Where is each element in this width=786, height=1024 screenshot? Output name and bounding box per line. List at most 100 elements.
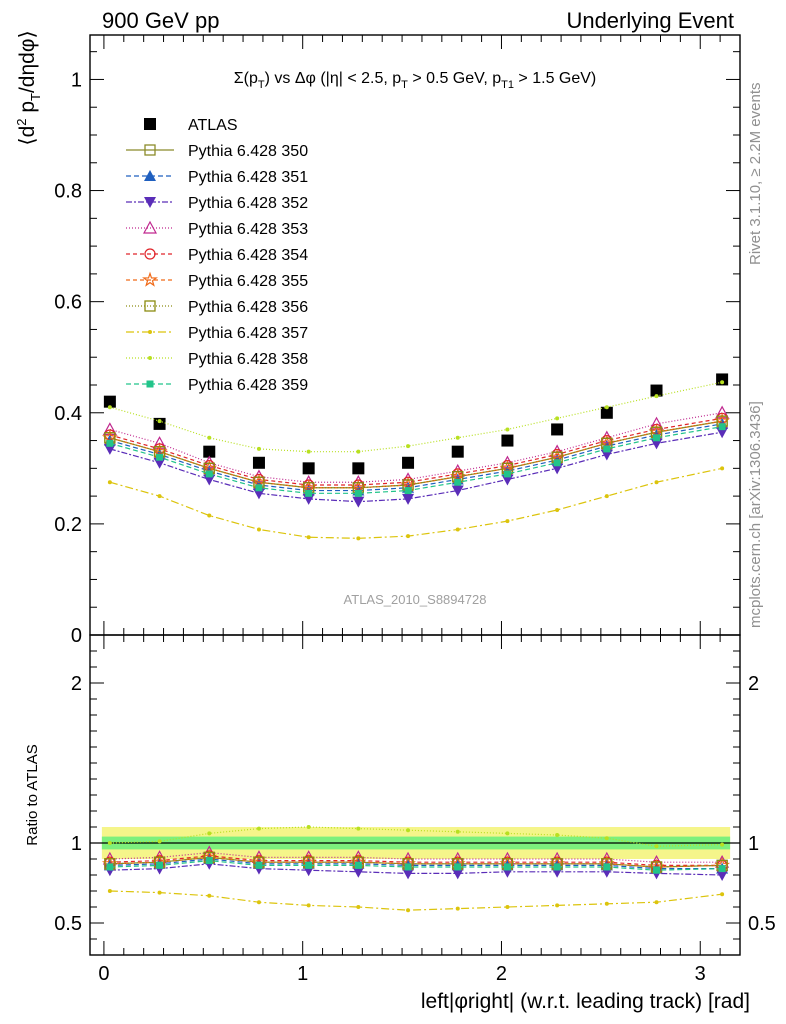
data-point-357 — [505, 519, 510, 524]
legend-entry-ATLAS: ATLAS — [144, 117, 238, 134]
ratio-line-357 — [109, 890, 723, 911]
data-point-359 — [553, 459, 561, 467]
legend-label-350: Pythia 6.428 350 — [188, 143, 308, 160]
data-point-357 — [654, 480, 659, 485]
ratio-point-357 — [654, 900, 659, 905]
data-point-ATLAS — [352, 462, 365, 475]
data-point-352 — [402, 493, 415, 505]
legend-marker-ATLAS — [144, 118, 156, 130]
data-point-359 — [503, 470, 511, 478]
data-point-357 — [306, 535, 311, 540]
series-359 — [106, 423, 726, 497]
data-point-ATLAS — [650, 384, 663, 397]
ratio-point-357 — [256, 900, 261, 905]
legend: ATLAS Pythia 6.428 350 Pythia 6.428 351 Pyt… — [126, 117, 308, 394]
legend-entry-355: Pythia 6.428 355 — [126, 271, 308, 290]
ratio-point-357 — [505, 905, 510, 909]
legend-label-351: Pythia 6.428 351 — [188, 169, 308, 186]
ratio-plot-frame — [89, 634, 741, 956]
data-point-357 — [107, 480, 112, 485]
ratio-point-358 — [505, 831, 510, 836]
data-point-357 — [455, 527, 460, 532]
legend-label-353: Pythia 6.428 353 — [188, 221, 308, 238]
ratio-point-358 — [455, 829, 460, 834]
x-tick-label: 2 — [496, 963, 507, 985]
data-point-ATLAS — [600, 406, 613, 419]
legend-entry-356: Pythia 6.428 356 — [126, 299, 308, 316]
ratio-point-359 — [718, 865, 726, 873]
ratio-point-358 — [654, 844, 659, 849]
data-point-358 — [654, 394, 659, 399]
data-point-359 — [404, 487, 412, 495]
data-point-359 — [354, 489, 362, 497]
data-point-359 — [255, 484, 263, 492]
data-point-358 — [604, 405, 609, 410]
ratio-point-352 — [451, 868, 464, 880]
data-point-ATLAS — [203, 445, 216, 458]
main-y-tick-label: 0 — [71, 625, 82, 647]
legend-entry-353: Pythia 6.428 353 — [126, 220, 308, 238]
header-right: Underlying Event — [566, 8, 734, 33]
ratio-point-357 — [406, 908, 411, 913]
legend-marker-358 — [148, 356, 152, 360]
series-357 — [107, 466, 725, 541]
legend-entry-358: Pythia 6.428 358 — [126, 351, 308, 368]
rivet-label: Rivet 3.1.10, ≥ 2.2M events — [747, 83, 764, 266]
ratio-point-358 — [157, 839, 162, 844]
data-point-ATLAS — [302, 462, 315, 475]
main-y-tick-label: 0.4 — [54, 403, 82, 425]
x-axis-label: left|φright| (w.r.t. leading track) [rad… — [421, 990, 750, 1013]
data-point-359 — [106, 439, 114, 447]
data-point-357 — [720, 466, 725, 471]
ratio-point-357 — [157, 890, 162, 895]
data-point-358 — [306, 449, 311, 454]
ratio-point-358 — [720, 842, 725, 847]
data-point-359 — [454, 478, 462, 486]
data-point-357 — [604, 494, 609, 499]
legend-label-357: Pythia 6.428 357 — [188, 325, 308, 342]
ratio-y-tick-label-right: 2 — [748, 673, 759, 695]
ratio-point-352 — [402, 868, 415, 880]
data-point-358 — [555, 416, 560, 421]
series-358 — [107, 380, 725, 454]
ratio-point-359 — [454, 863, 462, 871]
data-point-357 — [207, 513, 212, 518]
ratio-y-tick-label: 2 — [71, 673, 82, 695]
ratio-point-357 — [720, 892, 725, 897]
ratio-point-358 — [406, 828, 411, 833]
data-point-353 — [715, 405, 730, 419]
ratio-y-tick-label-right: 0.5 — [748, 913, 776, 935]
legend-label-ATLAS: ATLAS — [188, 117, 238, 134]
data-point-ATLAS — [103, 395, 116, 408]
series-line-352 — [109, 431, 723, 503]
data-point-358 — [207, 435, 212, 440]
series-line-357 — [109, 467, 723, 539]
ratio-point-358 — [555, 833, 560, 837]
legend-entry-352: Pythia 6.428 352 — [126, 195, 308, 212]
legend-marker-353 — [142, 220, 158, 234]
data-point-358 — [720, 380, 725, 385]
legend-label-355: Pythia 6.428 355 — [188, 273, 308, 290]
ratio-point-359 — [156, 861, 164, 869]
data-point-359 — [305, 489, 313, 497]
main-y-label: ⟨d2 pT/dηdφ⟩ — [14, 30, 43, 145]
series-353 — [102, 405, 730, 488]
data-point-353 — [649, 416, 664, 430]
series-line-355 — [109, 420, 723, 489]
legend-entry-350: Pythia 6.428 350 — [126, 143, 308, 160]
legend-entry-357: Pythia 6.428 357 — [126, 325, 308, 342]
ratio-point-357 — [107, 889, 112, 893]
ratio-point-359 — [205, 857, 213, 865]
ratio-point-358 — [604, 836, 609, 841]
data-point-ATLAS — [252, 456, 265, 469]
data-point-ATLAS — [551, 423, 564, 436]
series-line-354 — [109, 417, 723, 486]
data-point-359 — [156, 453, 164, 461]
legend-label-358: Pythia 6.428 358 — [188, 351, 308, 368]
ratio-line-354 — [109, 855, 723, 867]
series-ATLAS — [103, 373, 729, 475]
ratio-point-357 — [455, 906, 460, 911]
ratio-series-359 — [106, 857, 726, 874]
legend-entry-359: Pythia 6.428 359 — [126, 377, 308, 394]
ratio-point-359 — [603, 863, 611, 871]
